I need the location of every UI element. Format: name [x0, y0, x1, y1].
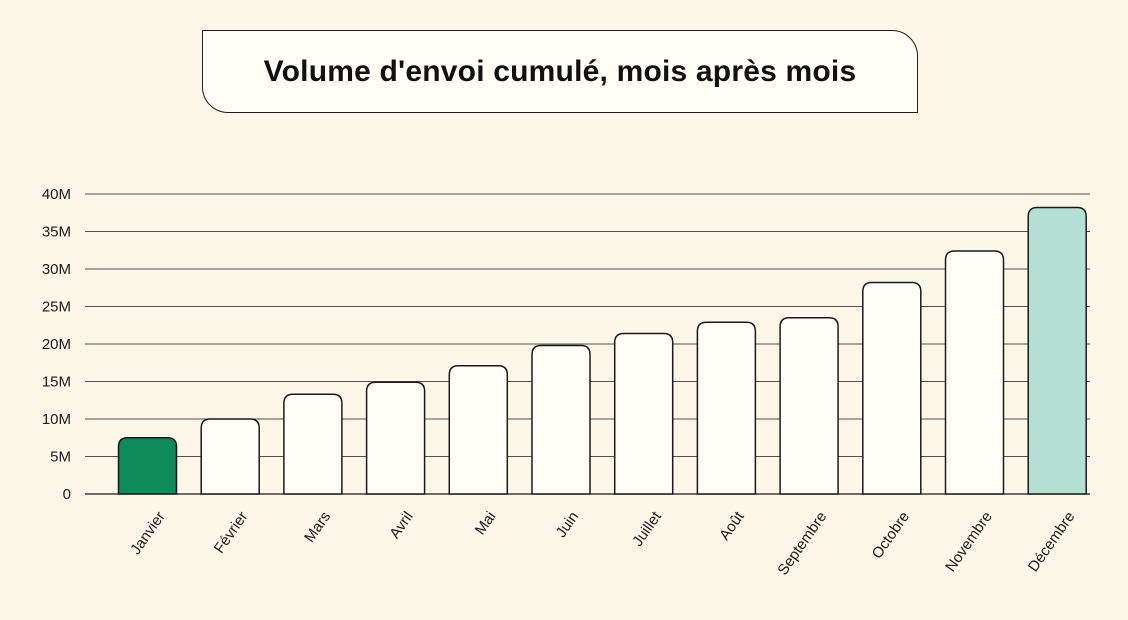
y-tick-label: 25M [42, 299, 71, 316]
y-tick-label: 5M [50, 449, 71, 466]
bar-janvier [117, 437, 178, 495]
x-category-label: Décembre [1025, 509, 1079, 575]
x-category-label: Août [716, 508, 748, 544]
chart-title: Volume d'envoi cumulé, mois après mois [263, 54, 857, 88]
bar-décembre [1027, 206, 1087, 495]
bar-avril [365, 381, 426, 495]
y-tick-label: 30M [42, 261, 71, 278]
x-category-label: Février [211, 509, 252, 557]
bar-août [696, 321, 757, 495]
x-category-label: Avril [386, 509, 417, 542]
y-tick-label: 20M [42, 336, 71, 353]
x-category-label: Juin [553, 509, 583, 541]
chart-title-box: Volume d'envoi cumulé, mois après mois [202, 30, 918, 113]
y-tick-label: 0 [63, 486, 71, 503]
x-category-label: Mai [472, 509, 500, 539]
y-axis-ticks: 0 5M 10M 15M 20M 25M 30M 35M 40M [42, 186, 71, 503]
y-tick-label: 40M [42, 186, 71, 203]
bar-juillet [613, 332, 674, 495]
bar-juin [531, 344, 591, 495]
x-category-label: Janvier [127, 509, 169, 558]
bar-septembre [779, 317, 839, 495]
y-tick-label: 35M [42, 224, 71, 241]
x-category-label: Juillet [629, 508, 665, 550]
bar-octobre [862, 281, 922, 495]
bar-novembre [944, 250, 1005, 495]
bars [117, 206, 1087, 495]
bar-mars [283, 393, 343, 495]
x-category-label: Mars [301, 509, 334, 546]
x-category-label: Novembre [942, 509, 996, 575]
x-category-label: Octobre [869, 509, 914, 562]
y-tick-label: 15M [42, 374, 71, 391]
x-category-label: Septembre [774, 509, 830, 579]
bar-février [200, 418, 260, 495]
y-tick-label: 10M [42, 411, 71, 428]
x-axis-labels: Janvier Février Mars Avril Mai Juin Juillet Aoû… [127, 508, 1078, 579]
bar-mai [448, 365, 509, 495]
